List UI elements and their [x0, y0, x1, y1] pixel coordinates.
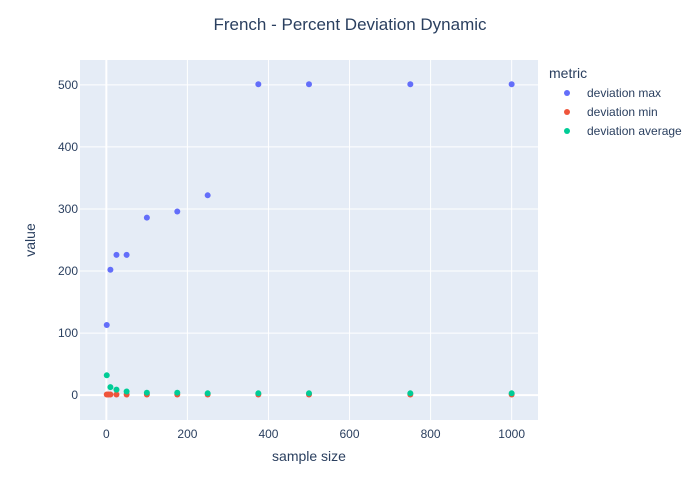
point-deviation-max	[143, 214, 150, 221]
y-tick-label: 100	[58, 326, 78, 340]
point-deviation-average	[123, 388, 130, 395]
legend-marker-deviation-max	[564, 90, 570, 96]
y-tick-label: 200	[58, 264, 78, 278]
x-axis-title: sample size	[272, 448, 346, 464]
data-points	[103, 81, 515, 398]
point-deviation-max	[123, 251, 130, 258]
point-deviation-max	[306, 81, 312, 88]
legend-marker-deviation-min	[564, 109, 570, 115]
y-axis-title: value	[22, 223, 38, 257]
y-tick-label: 400	[58, 140, 78, 154]
y-tick-label: 500	[58, 78, 78, 92]
chart-title: French - Percent Deviation Dynamic	[213, 15, 487, 34]
point-deviation-average	[306, 390, 312, 397]
point-deviation-max	[407, 81, 414, 88]
y-tick-label: 300	[58, 202, 78, 216]
legend-marker-deviation-average	[564, 128, 570, 134]
point-deviation-average	[143, 389, 150, 396]
legend-title: metric	[549, 65, 587, 81]
x-tick-label: 200	[177, 427, 197, 441]
point-deviation-average	[407, 390, 414, 397]
x-tick-label: 0	[103, 427, 110, 441]
point-deviation-max	[255, 81, 262, 88]
point-deviation-average	[174, 389, 181, 396]
point-deviation-max	[204, 192, 211, 199]
point-deviation-average	[204, 390, 211, 397]
point-deviation-max	[107, 266, 114, 273]
point-deviation-min	[113, 391, 120, 398]
y-tick-label: 0	[71, 388, 78, 402]
x-tick-label: 400	[258, 427, 278, 441]
point-deviation-average	[103, 372, 110, 379]
legend-label-deviation-average: deviation average	[587, 124, 682, 138]
legend-label-deviation-min: deviation min	[587, 105, 658, 119]
legend-label-deviation-max: deviation max	[587, 86, 661, 100]
x-tick-label: 800	[421, 427, 441, 441]
point-deviation-average	[255, 390, 262, 397]
axis-ticks: 0 200 400 600 800 1000 0 100 200 300 400 500	[58, 78, 525, 441]
point-deviation-max	[174, 208, 181, 215]
point-deviation-min	[107, 391, 114, 398]
point-deviation-max	[508, 81, 515, 88]
point-deviation-max	[103, 322, 110, 329]
x-tick-label: 600	[340, 427, 360, 441]
point-deviation-average	[508, 390, 515, 397]
legend-items: deviation max deviation min deviation aver…	[564, 86, 682, 138]
point-deviation-average	[107, 384, 114, 391]
plot-area	[80, 60, 538, 420]
x-tick-label: 1000	[498, 427, 525, 441]
point-deviation-max	[113, 251, 120, 258]
point-deviation-average	[113, 386, 120, 393]
